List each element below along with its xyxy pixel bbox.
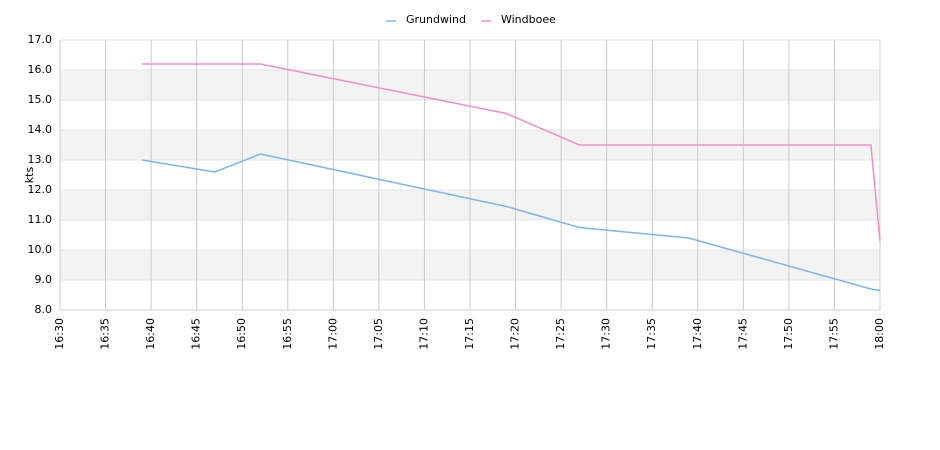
x-tick-label: 17:35 <box>645 318 658 350</box>
x-tick-label: 17:10 <box>417 318 430 350</box>
legend-label: Windboee <box>501 13 556 26</box>
x-tick-label: 17:05 <box>372 318 385 350</box>
x-tick-label: 16:40 <box>144 318 157 350</box>
x-tick-label: 18:00 <box>873 318 886 350</box>
x-tick-label: 17:00 <box>326 318 339 350</box>
x-tick-label: 16:45 <box>190 318 203 350</box>
x-tick-label: 16:35 <box>99 318 112 350</box>
y-tick-label: 16.0 <box>28 63 53 76</box>
y-tick-label: 14.0 <box>28 123 53 136</box>
legend-label: Grundwind <box>406 13 466 26</box>
y-tick-label: 17.0 <box>28 33 53 46</box>
series-line <box>141 153 881 292</box>
x-tick-label: 17:15 <box>463 318 476 350</box>
y-tick-label: 10.0 <box>28 243 53 256</box>
y-tick-label: 15.0 <box>28 93 53 106</box>
x-tick-label: 17:30 <box>600 318 613 350</box>
x-tick-label: 17:45 <box>736 318 749 350</box>
x-tick-label: 17:40 <box>691 318 704 350</box>
y-tick-label: 13.0 <box>28 153 53 166</box>
y-tick-label: 9.0 <box>35 273 53 286</box>
y-tick-label: 12.0 <box>28 183 53 196</box>
x-tick-label: 16:55 <box>281 318 294 350</box>
x-tick-label: 17:50 <box>782 318 795 350</box>
x-tick-label: 16:50 <box>235 318 248 350</box>
x-tick-label: 17:25 <box>554 318 567 350</box>
x-tick-label: 17:20 <box>509 318 522 350</box>
y-tick-label: 11.0 <box>28 213 53 226</box>
x-tick-label: 17:55 <box>827 318 840 350</box>
x-tick-label: 16:30 <box>53 318 66 350</box>
series-line <box>142 63 881 242</box>
y-axis-label: kts <box>23 167 36 184</box>
y-tick-label: 8.0 <box>35 303 53 316</box>
